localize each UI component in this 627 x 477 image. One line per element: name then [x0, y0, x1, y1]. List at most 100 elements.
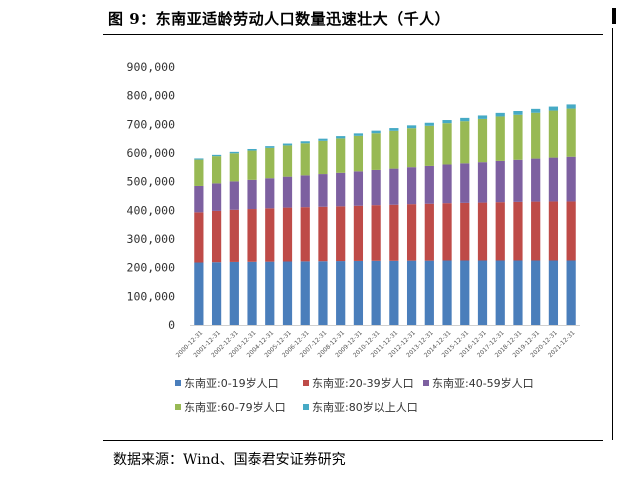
- bar-segment-series-2: [247, 179, 257, 210]
- legend-swatch: [423, 380, 429, 386]
- bar-segment-series-0: [265, 261, 275, 325]
- bar-segment-series-2: [336, 172, 346, 207]
- bar-segment-series-2: [265, 178, 275, 209]
- bar-segment-series-4: [442, 120, 452, 124]
- bar-segment-series-0: [424, 260, 434, 325]
- bar-segment-series-1: [282, 207, 293, 262]
- bar-segment-series-4: [371, 130, 381, 134]
- bar-segment-series-4: [531, 108, 541, 113]
- bar-segment-series-3: [247, 150, 257, 180]
- y-tick-label: 200,000: [127, 261, 176, 275]
- bar-segment-series-4: [406, 125, 417, 129]
- bar-segment-series-3: [442, 123, 452, 165]
- bar-segment-series-1: [265, 208, 275, 262]
- stacked-bar-chart: 0 100,000 200,000 300,000 400,000 500,000 600,…: [127, 60, 580, 414]
- bar-segment-series-2: [548, 157, 559, 202]
- bar-segment-series-4: [513, 111, 523, 115]
- bar-segment-series-4: [229, 151, 239, 154]
- bar-segment-series-2: [513, 159, 523, 202]
- bar-segment-series-0: [282, 261, 293, 325]
- bar-segment-series-0: [211, 262, 222, 325]
- bar-segment-series-2: [318, 174, 328, 207]
- bar-segment-series-2: [531, 158, 541, 202]
- bar-segment-series-2: [566, 156, 576, 202]
- bar-segment-series-1: [442, 203, 452, 261]
- bar-segment-series-3: [566, 108, 576, 157]
- bar-segment-series-0: [406, 260, 417, 325]
- bar-segment-series-1: [477, 202, 488, 261]
- legend-label: 东南亚:40-59岁人口: [432, 376, 534, 390]
- bar-segment-series-4: [247, 148, 257, 151]
- bar-segment-series-0: [548, 260, 559, 325]
- bar-segment-series-1: [513, 201, 523, 261]
- bar-segment-series-1: [229, 209, 239, 262]
- bar-segment-series-1: [424, 203, 434, 261]
- bar-segment-series-3: [460, 121, 470, 164]
- bar-segment-series-4: [194, 158, 204, 160]
- bar-segment-series-0: [318, 261, 328, 325]
- bar-segment-series-3: [424, 125, 434, 166]
- bar-segment-series-2: [229, 181, 239, 210]
- y-tick-label: 900,000: [127, 60, 176, 74]
- bar-segment-series-2: [477, 162, 488, 203]
- bar-segment-series-2: [353, 171, 364, 206]
- source-note: 数据来源：Wind、国泰君安证券研究: [113, 452, 346, 468]
- bar-segment-series-3: [336, 138, 346, 173]
- bar-segment-series-1: [406, 204, 417, 261]
- bar-segment-series-1: [531, 201, 541, 261]
- bar-segment-series-0: [442, 260, 452, 325]
- bar-segment-series-4: [300, 141, 310, 144]
- figure-title: 图 9：东南亚适龄劳动人口数量迅速壮大（千人）: [108, 10, 451, 28]
- bar-segment-series-1: [211, 210, 222, 263]
- bar-segment-series-3: [300, 143, 310, 176]
- bar-segment-series-3: [353, 135, 364, 172]
- bar-segment-series-0: [513, 260, 523, 325]
- bar-segment-series-3: [477, 118, 488, 163]
- bar-segment-series-4: [318, 138, 328, 141]
- bar-segment-series-0: [194, 262, 204, 325]
- legend-swatch: [175, 404, 181, 410]
- bar-segment-series-1: [389, 204, 399, 261]
- bar-segment-series-2: [211, 183, 222, 211]
- bar-segment-series-2: [282, 176, 293, 208]
- bar-segment-series-2: [389, 168, 399, 205]
- bar-segment-series-3: [548, 110, 559, 158]
- bar-segment-series-3: [211, 156, 222, 184]
- bar-segment-series-0: [371, 260, 381, 325]
- bar-segment-series-4: [460, 117, 470, 122]
- bar-segment-series-4: [495, 112, 505, 117]
- bar-segment-series-0: [566, 260, 576, 325]
- y-tick-label: 700,000: [127, 117, 176, 131]
- y-tick-label: 800,000: [127, 89, 176, 103]
- bar-segment-series-4: [566, 104, 576, 109]
- bar-segment-series-1: [495, 202, 505, 261]
- y-axis: 0 100,000 200,000 300,000 400,000 500,000 600,…: [127, 60, 176, 332]
- bottom-rule: [103, 440, 603, 441]
- bars: [194, 104, 576, 325]
- bar-segment-series-0: [353, 260, 364, 325]
- bar-segment-series-3: [282, 145, 293, 177]
- legend-swatch: [303, 404, 309, 410]
- bar-segment-series-4: [548, 106, 559, 111]
- bar-segment-series-0: [460, 260, 470, 325]
- y-tick-label: 0: [168, 318, 175, 332]
- bar-segment-series-2: [495, 160, 505, 203]
- bar-segment-series-3: [265, 147, 275, 179]
- bar-segment-series-1: [336, 206, 346, 262]
- bar-segment-series-4: [477, 115, 488, 119]
- edge-mark: [612, 8, 616, 24]
- bar-segment-series-0: [300, 261, 310, 325]
- right-edge-line: [612, 28, 613, 440]
- x-axis: 2000-12-312001-12-312002-12-312003-12-31…: [175, 325, 580, 359]
- bar-segment-series-0: [247, 261, 257, 325]
- bar-segment-series-4: [265, 146, 275, 148]
- legend: 东南亚:0-19岁人口 东南亚:20-39岁人口 东南亚:40-59岁人口东南亚:6…: [175, 376, 534, 414]
- y-tick-label: 100,000: [127, 289, 176, 303]
- y-tick-label: 300,000: [127, 232, 176, 246]
- legend-swatch: [303, 380, 309, 386]
- bar-segment-series-0: [531, 260, 541, 325]
- legend-label: 东南亚:80岁以上人口: [312, 400, 418, 414]
- bar-segment-series-3: [318, 140, 328, 175]
- bar-segment-series-4: [353, 133, 364, 136]
- bar-segment-series-2: [442, 164, 452, 204]
